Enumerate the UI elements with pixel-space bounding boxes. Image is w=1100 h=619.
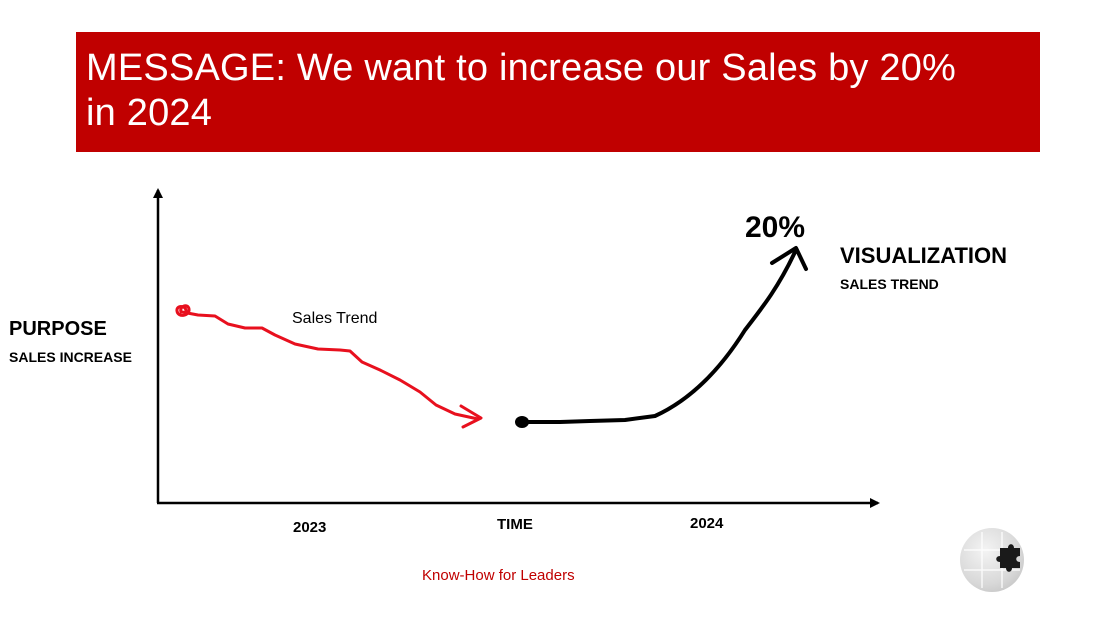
message-banner: MESSAGE: We want to increase our Sales b… <box>76 32 1040 152</box>
banner-title-line-2: in 2024 <box>86 92 213 134</box>
purpose-subtitle: SALES INCREASE <box>9 349 132 365</box>
forecast-2024-line <box>515 246 808 428</box>
x-label-2024: 2024 <box>690 515 724 532</box>
visualization-title: VISUALIZATION <box>840 243 1008 268</box>
footer-text: Know-How for Leaders <box>422 567 575 584</box>
puzzle-globe-icon <box>960 528 1024 592</box>
banner-title-line-1: MESSAGE: We want to increase our Sales b… <box>86 47 957 89</box>
x-label-time: TIME <box>497 516 533 533</box>
purpose-title: PURPOSE <box>9 318 107 340</box>
sales-trend-label: Sales Trend <box>292 310 378 327</box>
x-label-2023: 2023 <box>293 519 327 536</box>
increase-percentage-label: 20% <box>745 211 806 244</box>
visualization-subtitle: SALES TREND <box>840 276 939 292</box>
trend-2023-line <box>175 304 483 429</box>
